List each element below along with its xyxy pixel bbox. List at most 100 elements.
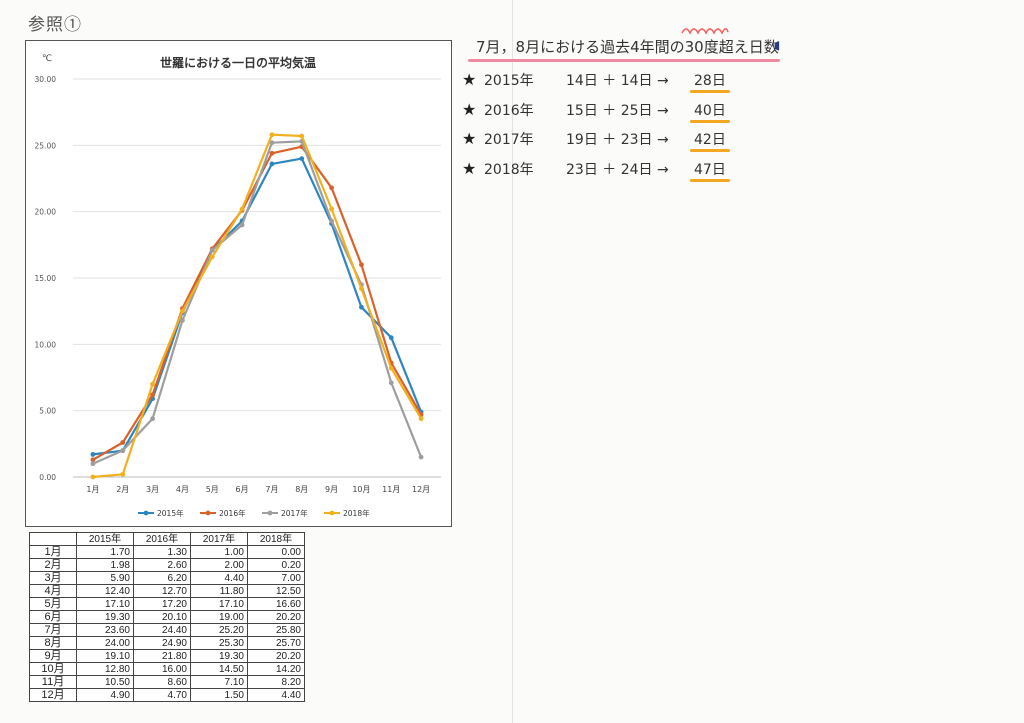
table-row: 12月 4.90 4.70 1.50 4.40 xyxy=(29,688,305,702)
table-row: 3月 5.90 6.20 4.40 7.00 xyxy=(29,571,305,585)
table-corner xyxy=(29,532,77,546)
reference-label: 参照① xyxy=(28,15,82,35)
y-tick-label: 15.00 xyxy=(35,274,57,283)
table-cell: 25.80 xyxy=(247,623,305,637)
star-icon: ★ xyxy=(462,100,477,119)
table-row-header: 8月 xyxy=(29,636,77,650)
table-cell: 20.20 xyxy=(247,649,305,663)
y-tick-label: 30.00 xyxy=(35,75,57,84)
x-tick-label: 12月 xyxy=(412,485,430,494)
legend-marker xyxy=(329,510,335,516)
table-row: 9月 19.10 21.80 19.30 20.20 xyxy=(29,649,305,663)
table-cell: 12.80 xyxy=(76,662,134,676)
table-cell: 1.70 xyxy=(76,545,134,559)
x-tick-label: 7月 xyxy=(265,485,278,494)
data-point xyxy=(239,206,245,212)
table-row: 4月 12.40 12.70 11.80 12.50 xyxy=(29,584,305,598)
series-line xyxy=(92,157,423,456)
legend-label: 2016年 xyxy=(219,508,246,518)
table-row: 7月 23.60 24.40 25.20 25.80 xyxy=(29,623,305,637)
table-row-header: 3月 xyxy=(29,571,77,585)
table-cell: 25.20 xyxy=(190,623,248,637)
table-cell: 4.40 xyxy=(247,688,305,702)
x-tick-label: 10月 xyxy=(352,485,370,494)
table-cell: 12.40 xyxy=(76,584,134,598)
table-cell: 4.70 xyxy=(133,688,191,702)
legend-marker xyxy=(267,510,273,516)
data-point xyxy=(299,156,305,161)
legend-label: 2018年 xyxy=(343,508,370,518)
data-point xyxy=(150,392,155,398)
table-row-header: 9月 xyxy=(29,649,77,663)
data-point xyxy=(180,308,185,314)
table-cell: 11.80 xyxy=(190,584,248,598)
table-cell: 12.70 xyxy=(133,584,191,598)
x-tick-label: 9月 xyxy=(325,485,338,494)
series-line xyxy=(92,133,423,479)
table-col-header: 2017年 xyxy=(190,532,248,546)
data-point xyxy=(150,381,155,387)
table-cell: 23.60 xyxy=(76,623,134,637)
table-cell: 19.10 xyxy=(76,649,134,663)
table-row-header: 10月 xyxy=(29,662,77,676)
data-point xyxy=(120,471,126,477)
table-cell: 25.30 xyxy=(190,636,248,650)
notes-result: 28日 xyxy=(694,73,726,89)
table-cell: 7.10 xyxy=(190,675,248,689)
notes-result: 47日 xyxy=(694,162,726,178)
table-cell: 19.30 xyxy=(76,610,134,624)
result-underline xyxy=(690,149,730,152)
table-row-header: 6月 xyxy=(29,610,77,624)
data-point xyxy=(120,448,126,453)
data-point xyxy=(120,440,126,445)
data-point xyxy=(359,286,364,292)
data-point xyxy=(329,185,334,191)
result-underline xyxy=(690,179,730,182)
temperature-line-chart: 世羅における一日の平均気温 ℃ 0.00 5.00 10.00 15.00 20.00 25.… xyxy=(35,54,441,518)
page-fold-line xyxy=(512,0,513,723)
table-cell: 1.98 xyxy=(76,558,134,572)
x-tick-label: 8月 xyxy=(295,485,308,494)
result-underline xyxy=(690,90,730,93)
x-tick-label: 4月 xyxy=(176,485,189,494)
star-icon: ★ xyxy=(462,70,477,89)
x-tick-label: 3月 xyxy=(146,485,159,494)
y-axis-unit: ℃ xyxy=(42,54,52,64)
data-point xyxy=(329,206,334,212)
data-point xyxy=(150,416,155,422)
table-row: 1月 1.70 1.30 1.00 0.00 xyxy=(29,545,305,559)
notes-expression: 19日 ＋ 23日 → xyxy=(566,132,669,148)
squiggle-mark xyxy=(681,28,729,35)
legend-marker xyxy=(143,510,149,516)
table-cell: 8.60 xyxy=(133,675,191,689)
notes-expression: 14日 ＋ 14日 → xyxy=(566,73,669,89)
data-point xyxy=(209,254,215,260)
table-cell: 19.30 xyxy=(190,649,248,663)
table-cell: 1.50 xyxy=(190,688,248,702)
star-icon: ★ xyxy=(462,159,477,178)
x-tick-label: 5月 xyxy=(206,485,219,494)
notes-year: 2017年 xyxy=(484,132,534,148)
x-tick-label: 2月 xyxy=(116,485,129,494)
chart-title: 世羅における一日の平均気温 xyxy=(160,55,316,70)
table-cell: 1.30 xyxy=(133,545,191,559)
chart-frame: 世羅における一日の平均気温 ℃ 0.00 5.00 10.00 15.00 20.00 25.… xyxy=(25,40,452,527)
legend-label: 2015年 xyxy=(157,508,184,518)
data-point xyxy=(90,474,96,480)
table-row: 10月 12.80 16.00 14.50 14.20 xyxy=(29,662,305,676)
data-point xyxy=(418,454,424,460)
drop-icon: ◖ xyxy=(774,38,781,52)
notes-year: 2015年 xyxy=(484,73,534,89)
table-row-header: 11月 xyxy=(29,675,77,689)
data-point xyxy=(359,304,364,310)
data-point xyxy=(269,132,275,138)
table-cell: 2.60 xyxy=(133,558,191,572)
data-point xyxy=(209,247,215,253)
data-point xyxy=(329,218,334,224)
temperature-table: 2015年 2016年 2017年 2018年 1月 1.70 1.30 1.00 0.… xyxy=(29,532,305,702)
data-point xyxy=(388,380,394,386)
table-cell: 24.90 xyxy=(133,636,191,650)
data-point xyxy=(418,416,424,422)
table-cell: 1.00 xyxy=(190,545,248,559)
notes-expression: 23日 ＋ 24日 → xyxy=(566,162,669,178)
